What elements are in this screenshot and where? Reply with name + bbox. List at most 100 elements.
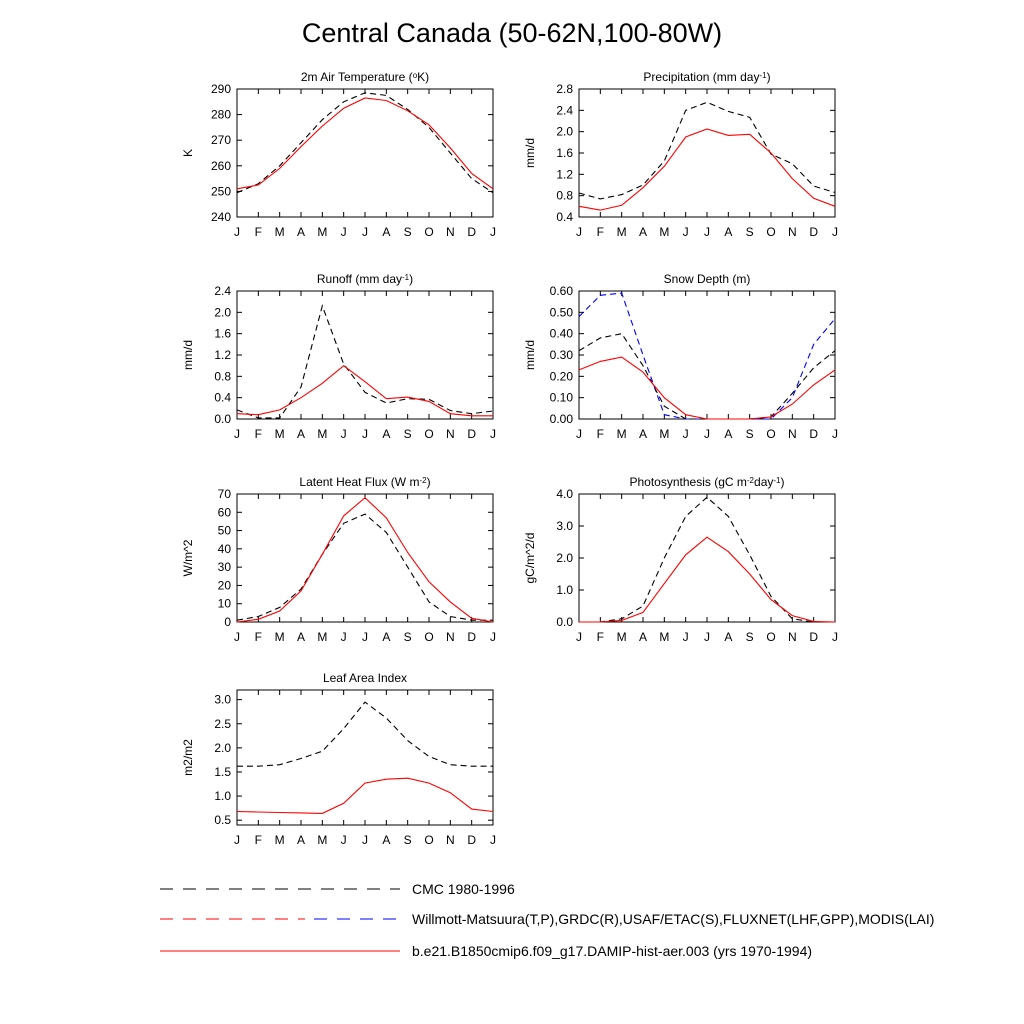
- x-tick-label: J: [683, 427, 689, 441]
- x-tick-label: J: [576, 427, 582, 441]
- x-tick-label: J: [832, 225, 838, 239]
- plot-frame: [236, 493, 494, 623]
- panel-title-title-main: Leaf Area Index: [323, 671, 407, 685]
- series-line-obs: [579, 496, 835, 623]
- x-tick-label: D: [467, 630, 476, 644]
- y-tick-label: 2.0: [556, 551, 573, 565]
- x-tick-label: A: [297, 427, 305, 441]
- panel-title-title-main: 2m Air Temperature (: [301, 70, 413, 84]
- y-tick-label: 10: [218, 597, 232, 611]
- x-tick-label: J: [490, 833, 496, 847]
- y-tick-label: 0.00: [550, 412, 574, 426]
- y-tick-label: 70: [218, 487, 232, 501]
- y-tick-label: 0.0: [214, 412, 231, 426]
- y-tick-label: 250: [211, 184, 231, 198]
- x-tick-label: A: [724, 427, 732, 441]
- x-tick-label: J: [832, 630, 838, 644]
- legend-item-2: Willmott-Matsuura(T,P),GRDC(R),USAF/ETAC…: [160, 911, 934, 927]
- x-tick-label: J: [362, 427, 368, 441]
- x-tick-label: J: [234, 833, 240, 847]
- x-tick-label: D: [809, 225, 818, 239]
- x-tick-label: N: [788, 630, 797, 644]
- y-tick-label: 290: [211, 82, 231, 96]
- panel-title: Leaf Area Index: [323, 671, 407, 685]
- x-tick-label: M: [659, 630, 669, 644]
- y-tick-label: 280: [211, 108, 231, 122]
- x-tick-label: M: [275, 427, 285, 441]
- x-tick-label: D: [467, 225, 476, 239]
- x-tick-label: S: [404, 630, 412, 644]
- y-tick-label: 260: [211, 159, 231, 173]
- y-axis-label: mm/d: [523, 340, 537, 370]
- x-tick-label: A: [382, 833, 390, 847]
- y-axis-label: W/m^2: [181, 539, 195, 576]
- y-tick-label: 1.2: [556, 167, 573, 181]
- x-tick-label: M: [659, 225, 669, 239]
- panel-title-title-rest: K): [417, 70, 429, 84]
- series-line-model: [236, 496, 494, 623]
- panel-title-title-main: Snow Depth (m): [664, 272, 751, 286]
- x-tick-label: A: [639, 427, 647, 441]
- x-tick-label: M: [317, 427, 327, 441]
- y-tick-label: 2.4: [556, 103, 573, 117]
- x-tick-label: J: [832, 427, 838, 441]
- y-tick-label: 0.8: [214, 369, 231, 383]
- x-tick-label: J: [362, 630, 368, 644]
- panel-title: Precipitation (mm day-1): [643, 70, 770, 84]
- panel-title-title-sup2: -1: [773, 476, 781, 485]
- series-line-model: [236, 365, 493, 417]
- page-title: Central Canada (50-62N,100-80W): [301, 18, 723, 48]
- x-tick-label: S: [404, 427, 412, 441]
- y-axis-label: gC/m^2/d: [523, 533, 537, 584]
- series-line-model: [579, 536, 836, 623]
- x-tick-label: N: [446, 427, 455, 441]
- series-line-model: [578, 128, 836, 211]
- x-tick-label: F: [255, 427, 262, 441]
- x-tick-label: S: [404, 833, 412, 847]
- plot-frame: [236, 290, 494, 420]
- x-tick-label: A: [297, 833, 305, 847]
- x-tick-label: J: [234, 630, 240, 644]
- y-axis-label: K: [181, 149, 195, 157]
- y-tick-label: 0.10: [550, 391, 574, 405]
- y-tick-label: 40: [218, 542, 232, 556]
- y-tick-label: 2.5: [214, 717, 231, 731]
- x-tick-label: A: [724, 630, 732, 644]
- panel-title-title-main: Photosynthesis (gC m: [630, 475, 747, 489]
- x-tick-label: N: [446, 833, 455, 847]
- x-tick-label: M: [275, 833, 285, 847]
- x-tick-label: M: [317, 630, 327, 644]
- y-tick-label: 0.8: [556, 189, 573, 203]
- panel-title-title-main: Latent Heat Flux (W m: [299, 475, 419, 489]
- y-tick-label: 1.0: [556, 583, 573, 597]
- y-tick-label: 30: [218, 560, 232, 574]
- x-tick-label: J: [490, 225, 496, 239]
- x-tick-label: A: [382, 225, 390, 239]
- panel-title-title-sup: o: [413, 71, 418, 80]
- series-line-obs: [236, 92, 494, 194]
- panel-title: Snow Depth (m): [664, 272, 751, 286]
- panel-title-title-rest: ): [427, 475, 431, 489]
- x-tick-label: N: [788, 427, 797, 441]
- y-tick-label: 20: [218, 578, 232, 592]
- x-tick-label: O: [424, 225, 433, 239]
- x-tick-label: J: [683, 225, 689, 239]
- legend-label: Willmott-Matsuura(T,P),GRDC(R),USAF/ETAC…: [412, 911, 934, 927]
- x-tick-label: O: [424, 833, 433, 847]
- x-tick-label: F: [597, 427, 604, 441]
- legend-label: CMC 1980-1996: [412, 881, 515, 897]
- x-tick-label: O: [766, 225, 775, 239]
- x-tick-label: A: [382, 630, 390, 644]
- x-tick-label: J: [341, 833, 347, 847]
- x-tick-label: F: [255, 833, 262, 847]
- panel-title-title-rest: ): [781, 475, 785, 489]
- y-tick-label: 50: [218, 524, 232, 538]
- x-tick-label: J: [704, 225, 710, 239]
- x-tick-label: J: [704, 630, 710, 644]
- y-tick-label: 0.40: [550, 327, 574, 341]
- x-tick-label: O: [766, 630, 775, 644]
- x-tick-label: A: [639, 630, 647, 644]
- x-tick-label: O: [766, 427, 775, 441]
- x-tick-label: J: [490, 427, 496, 441]
